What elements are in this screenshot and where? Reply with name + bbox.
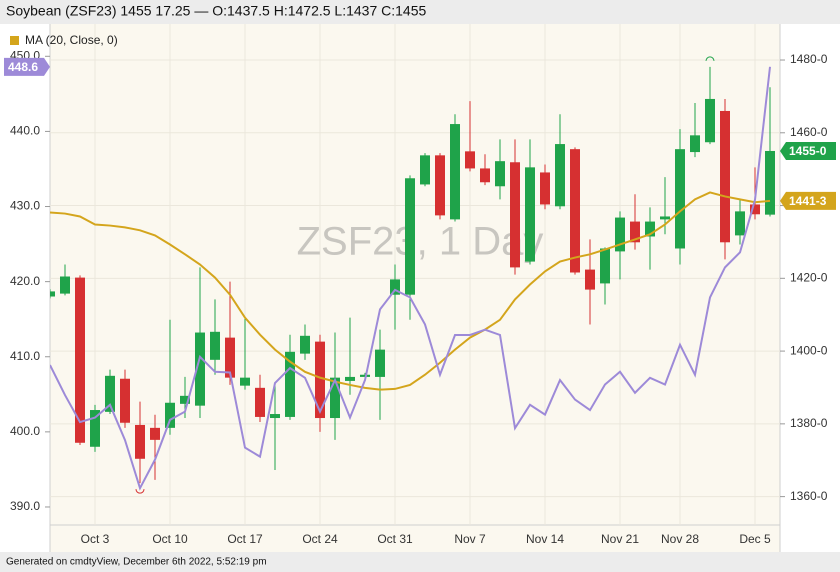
candle-body (615, 217, 625, 252)
x-tick-label: Oct 24 (302, 532, 338, 546)
y-tick-label: 1360-0 (790, 489, 828, 503)
candle-body (525, 167, 535, 262)
y-tick-label: 1480-0 (790, 52, 828, 66)
candle-body (750, 204, 760, 215)
candle-body (105, 375, 115, 412)
candle-body (585, 269, 595, 290)
candle-body (300, 335, 310, 354)
footer-bar (0, 552, 840, 572)
candle-body (330, 377, 340, 419)
watermark: ZSF23, 1 Day (297, 220, 544, 264)
title-bar (0, 0, 840, 24)
candle-body (660, 216, 670, 220)
x-tick-label: Oct 17 (227, 532, 263, 546)
candle-body (420, 155, 430, 185)
candle-body (450, 124, 460, 220)
price-tag-label: 1455-0 (789, 144, 827, 158)
y2-tick-label: 410.0 (10, 349, 40, 363)
candle-body (495, 161, 505, 187)
candle-body (480, 168, 490, 183)
candle-body (555, 144, 565, 207)
price-tag-label: 1441-3 (789, 194, 827, 208)
candle-body (135, 424, 145, 459)
candle-body (705, 98, 715, 143)
price-tag (4, 57, 50, 76)
x-tick-label: Nov 28 (661, 532, 699, 546)
candle-body (50, 291, 55, 297)
y2-tick-label: 420.0 (10, 274, 40, 288)
right-axis-panel (780, 24, 840, 552)
left-axis-panel (0, 24, 50, 552)
low-marker (135, 489, 145, 494)
candle-body (285, 351, 295, 417)
x-tick-label: Oct 31 (377, 532, 413, 546)
candle-body (690, 135, 700, 153)
candle-body (150, 427, 160, 440)
y-tick-label: 1380-0 (790, 416, 828, 430)
candle-body (315, 341, 325, 419)
candle-body (75, 277, 85, 443)
x-tick-label: Nov 21 (601, 532, 639, 546)
x-tick-label: Nov 7 (454, 532, 486, 546)
y-tick-label: 1460-0 (790, 125, 828, 139)
candle-body (645, 221, 655, 237)
x-tick-label: Oct 10 (152, 532, 188, 546)
candle-body (180, 395, 190, 404)
candle-body (465, 151, 475, 169)
candle-body (210, 331, 220, 360)
x-tick-label: Nov 14 (526, 532, 564, 546)
candle-body (225, 337, 235, 378)
x-tick-label: Dec 5 (739, 532, 771, 546)
price-tag (780, 141, 836, 160)
y2-tick-label: 400.0 (10, 424, 40, 438)
legend-label: MA (20, Close, 0) (25, 33, 118, 47)
plot (50, 56, 775, 494)
candle-body (255, 387, 265, 417)
candle-body (540, 172, 550, 205)
candle-body (240, 377, 250, 386)
candle-body (675, 149, 685, 249)
candle-body (90, 410, 100, 447)
candle-body (375, 349, 385, 377)
candle-body (120, 378, 130, 423)
line-series (50, 191, 771, 391)
candle-body (765, 150, 775, 215)
candle-body (570, 149, 580, 273)
price-tag-label: 448.6 (8, 60, 38, 74)
y2-tick-label: 440.0 (10, 124, 40, 138)
candle-body (345, 376, 355, 381)
candle-body (165, 402, 175, 428)
candle-body (195, 332, 205, 406)
price-tag (780, 191, 836, 210)
high-marker (705, 56, 715, 62)
candle-body (435, 155, 445, 216)
candle-body (405, 178, 415, 295)
candle-body (600, 248, 610, 284)
footer: Generated on cmdtyView, December 6th 202… (6, 557, 267, 568)
y-tick-label: 1420-0 (790, 270, 828, 284)
y2-tick-label: 390.0 (10, 499, 40, 513)
candle-body (510, 162, 520, 268)
y2-tick-label: 430.0 (10, 199, 40, 213)
candle-body (270, 414, 280, 419)
candle-body (390, 279, 400, 295)
x-tick-label: Oct 3 (81, 532, 110, 546)
y-tick-label: 1400-0 (790, 343, 828, 357)
candle-body (720, 110, 730, 243)
legend-swatch (10, 36, 19, 45)
candle-body (60, 276, 70, 294)
candle-body (735, 211, 745, 236)
candle-body (630, 221, 640, 243)
line-series (50, 66, 771, 491)
chart-title: Soybean (ZSF23) 1455 17.25 — O:1437.5 H:… (6, 3, 427, 19)
